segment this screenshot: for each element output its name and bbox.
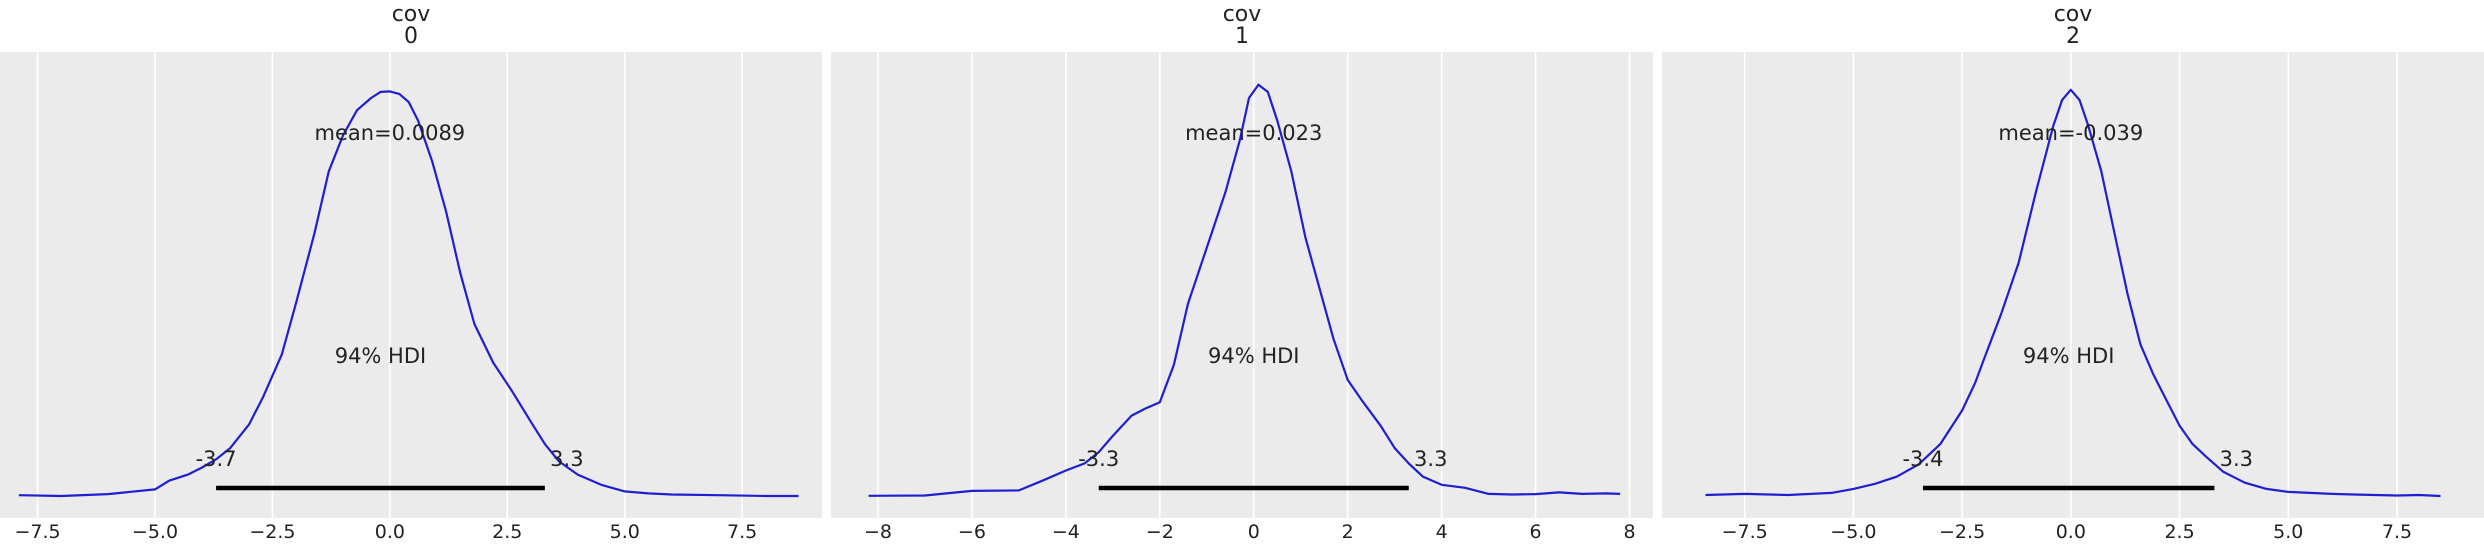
panel-title-index: 2: [2066, 24, 2080, 49]
mean-label: mean=0.0089: [315, 121, 466, 145]
x-tick-label: 0.0: [375, 521, 405, 543]
kde-plot: −7.5 −5.0 −2.5 0.0 2.5 5.0 7.5 mean=0.0089 94% H…: [0, 52, 822, 543]
x-tick-label: −8: [864, 521, 892, 543]
axes-background: [0, 52, 822, 518]
chart-panel-cov-2: −7.5 −5.0 −2.5 0.0 2.5 5.0 7.5 mean=-0.039 94% H…: [1662, 0, 2484, 552]
chart-panel-cov-1: −8 −6 −4 −2 0 2 4 6 8 mean=0.023 94% HDI -3.3 3.3 co…: [831, 0, 1653, 552]
kde-plot: −7.5 −5.0 −2.5 0.0 2.5 5.0 7.5 mean=-0.039 94% H…: [1662, 52, 2484, 543]
mean-label: mean=-0.039: [1998, 121, 2143, 145]
x-tick-label: 7.5: [727, 521, 757, 543]
kde-plot: −8 −6 −4 −2 0 2 4 6 8 mean=0.023 94% HDI -3.3 3.3: [831, 52, 1653, 543]
x-tick-label: −2.5: [1939, 521, 1985, 543]
x-tick-label: 6: [1530, 521, 1542, 543]
x-tick-label: 4: [1436, 521, 1448, 543]
x-tick-label: 0: [1248, 521, 1260, 543]
panel-title-index: 1: [1235, 24, 1249, 49]
hdi-label: 94% HDI: [2023, 344, 2115, 368]
hdi-low-label: -3.4: [1902, 447, 1943, 471]
panel-title-var: cov: [2053, 2, 2093, 27]
x-tick-label: 7.5: [2382, 521, 2412, 543]
x-tick-label: 0.0: [2056, 521, 2086, 543]
x-tick-label: −7.5: [15, 521, 61, 543]
x-tick-label: −7.5: [1722, 521, 1768, 543]
x-tick-label: −5.0: [1830, 521, 1876, 543]
density-curve: [18, 90, 799, 498]
hdi-high-label: 3.3: [550, 447, 583, 471]
x-tick-label: 2.5: [2164, 521, 2194, 543]
x-tick-label: −4: [1052, 521, 1080, 543]
axes-background: [1662, 52, 2484, 518]
x-tick-label: 2: [1342, 521, 1354, 543]
x-tick-label: 8: [1623, 521, 1635, 543]
hdi-label: 94% HDI: [1208, 344, 1300, 368]
x-tick-label: −6: [958, 521, 986, 543]
panel-title-var: cov: [391, 2, 431, 27]
panel-title-var: cov: [1222, 2, 1262, 27]
hdi-high-label: 3.3: [2220, 447, 2253, 471]
hdi-label: 94% HDI: [335, 344, 427, 368]
chart-panel-cov-0: −7.5 −5.0 −2.5 0.0 2.5 5.0 7.5 mean=0.0089 94% H…: [0, 0, 822, 552]
hdi-high-label: 3.3: [1414, 447, 1447, 471]
x-tick-label: −5.0: [132, 521, 178, 543]
mean-label: mean=0.023: [1185, 121, 1322, 145]
density-curve: [868, 83, 1621, 497]
hdi-low-label: -3.7: [196, 447, 237, 471]
x-tick-label: 2.5: [492, 521, 522, 543]
x-tick-label: −2.5: [249, 521, 295, 543]
x-tick-label: 5.0: [610, 521, 640, 543]
panel-title-index: 0: [404, 24, 418, 49]
x-tick-label: −2: [1146, 521, 1174, 543]
x-tick-label: 5.0: [2273, 521, 2303, 543]
hdi-low-label: -3.3: [1078, 447, 1119, 471]
density-curve: [1705, 88, 2441, 498]
